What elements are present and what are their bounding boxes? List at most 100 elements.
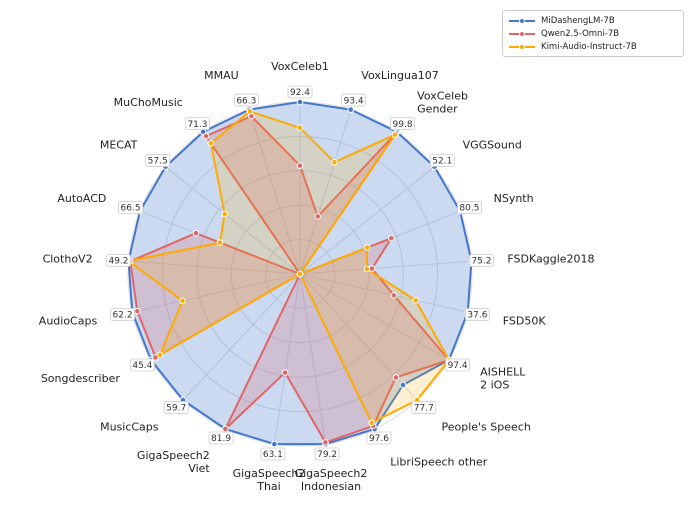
- axis-label-mmau: MMAU: [204, 69, 239, 82]
- point-kimi-audio-instruct-7b-autoacd: [216, 239, 224, 246]
- svg-text:97.4: 97.4: [448, 361, 468, 371]
- point-midashenglm-7b-voxceleb1: [296, 98, 304, 106]
- value-label-fsd50k: 37.6: [465, 308, 490, 321]
- legend-label-midasheng: MiDashengLM-7B: [541, 15, 615, 26]
- legend-swatch-midasheng: [509, 17, 535, 25]
- point-qwen2-5-omni-7b-voxlingua107: [314, 213, 322, 220]
- axis-labels: VoxCeleb1 92.4 VoxLingua107 93.4 VoxCeleb Gen…: [39, 60, 595, 493]
- value-label-gigaspeech2-viet: 81.9: [208, 431, 234, 445]
- value-label-voxlingua107: 93.4: [341, 93, 367, 107]
- point-kimi-audio-instruct-7b-nsynth: [363, 244, 371, 251]
- grid-spoke-voxlingua107: [299, 109, 352, 275]
- svg-text:81.9: 81.9: [211, 434, 231, 444]
- grid-spoke-gigaspeech2-indonesian: [299, 273, 327, 445]
- value-label-mmau: 66.3: [233, 93, 259, 107]
- svg-text:52.1: 52.1: [432, 157, 452, 167]
- point-qwen2-5-omni-7b-gigaspeech2-viet: [222, 425, 229, 433]
- axis-label-gigaspeech2-indonesian: GigaSpeech2 Indonesian: [295, 467, 368, 493]
- axis-label-gigaspeech2-thai: GigaSpeech2 Thai: [233, 467, 306, 493]
- legend-label-qwen: Qwen2.5-Omni-7B: [541, 28, 620, 39]
- value-label-people-s-speech: 77.7: [411, 401, 437, 414]
- axis-label-nsynth: NSynth: [494, 192, 534, 205]
- svg-text:66.3: 66.3: [236, 96, 256, 106]
- axis-label-clothov2: ClothoV2: [43, 252, 93, 265]
- point-kimi-audio-instruct-7b-musiccaps: [296, 270, 304, 278]
- value-label-librispeech-other: 97.6: [366, 431, 392, 445]
- point-qwen2-5-omni-7b-nsynth: [387, 234, 395, 242]
- point-qwen2-5-omni-7b-gigaspeech2-indonesian: [322, 439, 329, 446]
- point-qwen2-5-omni-7b-gigaspeech2-thai: [281, 369, 289, 376]
- point-kimi-audio-instruct-7b-voxceleb1: [296, 124, 304, 132]
- point-qwen2-5-omni-7b-autoacd: [192, 229, 200, 237]
- grid-spoke-fsd50k: [299, 273, 468, 313]
- axis-label-voxceleb-gender: VoxCeleb Gender: [417, 90, 468, 116]
- value-label-fsdkaggle2018: 75.2: [469, 253, 494, 267]
- axis-label-librispeech-other: LibriSpeech other: [390, 455, 488, 468]
- legend-item-midasheng: MiDashengLM-7B: [509, 14, 677, 27]
- axis-label-aishell-2-ios: AISHELL 2 iOS: [480, 366, 526, 392]
- svg-text:37.6: 37.6: [467, 311, 487, 321]
- axis-label-audiocaps: AudioCaps: [39, 314, 98, 327]
- svg-text:79.2: 79.2: [317, 450, 337, 460]
- legend-item-kimi: Kimi-Audio-Instruct-7B: [509, 40, 677, 53]
- svg-text:59.7: 59.7: [166, 404, 186, 414]
- svg-text:71.3: 71.3: [187, 120, 207, 130]
- svg-text:49.2: 49.2: [108, 257, 128, 267]
- value-label-musiccaps: 59.7: [163, 401, 189, 414]
- value-label-aishell-2-ios: 97.4: [445, 358, 471, 372]
- svg-text:66.5: 66.5: [121, 204, 141, 214]
- point-kimi-audio-instruct-7b-muchomusic: [207, 139, 215, 147]
- axis-label-people-s-speech: People's Speech: [441, 420, 530, 433]
- point-kimi-audio-instruct-7b-audiocaps: [179, 297, 186, 305]
- svg-text:57.5: 57.5: [148, 157, 168, 167]
- value-label-muchomusic: 71.3: [185, 117, 210, 131]
- point-kimi-audio-instruct-7b-voxlingua107: [331, 158, 338, 166]
- legend-swatch-qwen: [509, 30, 535, 38]
- point-kimi-audio-instruct-7b-fsd50k: [412, 297, 420, 304]
- grid-spoke-clothov2: [128, 260, 301, 275]
- point-kimi-audio-instruct-7b-fsdkaggle2018: [363, 265, 371, 273]
- legend-item-qwen: Qwen2.5-Omni-7B: [509, 27, 677, 40]
- grid-spoke-aishell-2-ios: [299, 273, 450, 361]
- point-qwen2-5-omni-7b-voxceleb1: [296, 162, 304, 169]
- axis-label-muchomusic: MuChoMusic: [114, 96, 183, 109]
- legend-label-kimi: Kimi-Audio-Instruct-7B: [541, 41, 637, 52]
- point-kimi-audio-instruct-7b-mmau: [246, 107, 254, 115]
- svg-text:99.8: 99.8: [393, 120, 413, 130]
- value-label-voxceleb-gender: 99.8: [390, 117, 415, 131]
- value-label-audiocaps: 62.2: [110, 308, 135, 321]
- value-label-gigaspeech2-thai: 63.1: [260, 447, 286, 461]
- point-kimi-audio-instruct-7b-voxceleb-gender: [391, 131, 399, 139]
- svg-text:75.2: 75.2: [471, 257, 491, 267]
- axis-label-fsd50k: FSD50K: [503, 314, 547, 327]
- point-midashenglm-7b-people-s-speech: [399, 381, 407, 389]
- value-label-nsynth: 80.5: [457, 201, 482, 214]
- grid-spoke-gigaspeech2-thai: [273, 273, 301, 445]
- grid-spoke-fsdkaggle2018: [299, 260, 472, 275]
- svg-text:45.4: 45.4: [132, 361, 152, 371]
- axis-label-songdescriber: Songdescriber: [41, 372, 121, 385]
- point-kimi-audio-instruct-7b-songdescriber: [156, 351, 164, 359]
- grid-spoke-audiocaps: [132, 273, 301, 313]
- point-qwen2-5-omni-7b-audiocaps: [134, 307, 141, 315]
- legend-swatch-kimi: [509, 43, 535, 51]
- axis-label-mecat: MECAT: [100, 138, 138, 151]
- legend: MiDashengLM-7B Qwen2.5-Omni-7B Kimi-Audi…: [502, 10, 684, 57]
- axis-label-vggsound: VGGSound: [463, 138, 522, 151]
- value-label-voxceleb1: 92.4: [287, 85, 313, 99]
- point-midashenglm-7b-gigaspeech2-thai: [271, 440, 278, 448]
- value-label-gigaspeech2-indonesian: 79.2: [314, 447, 340, 461]
- grid-spoke-musiccaps: [182, 273, 301, 401]
- axis-label-autoacd: AutoACD: [57, 192, 106, 205]
- grid-spoke-mmau: [248, 109, 301, 275]
- axis-label-musiccaps: MusicCaps: [100, 420, 159, 433]
- svg-text:93.4: 93.4: [344, 96, 364, 106]
- grid-spoke-mecat: [165, 166, 301, 275]
- axis-label-fsdkaggle2018: FSDKaggle2018: [507, 252, 594, 265]
- value-label-autoacd: 66.5: [118, 201, 143, 214]
- svg-text:62.2: 62.2: [113, 311, 133, 321]
- svg-text:77.7: 77.7: [414, 404, 434, 414]
- svg-text:80.5: 80.5: [459, 204, 479, 214]
- value-label-songdescriber: 45.4: [129, 358, 155, 372]
